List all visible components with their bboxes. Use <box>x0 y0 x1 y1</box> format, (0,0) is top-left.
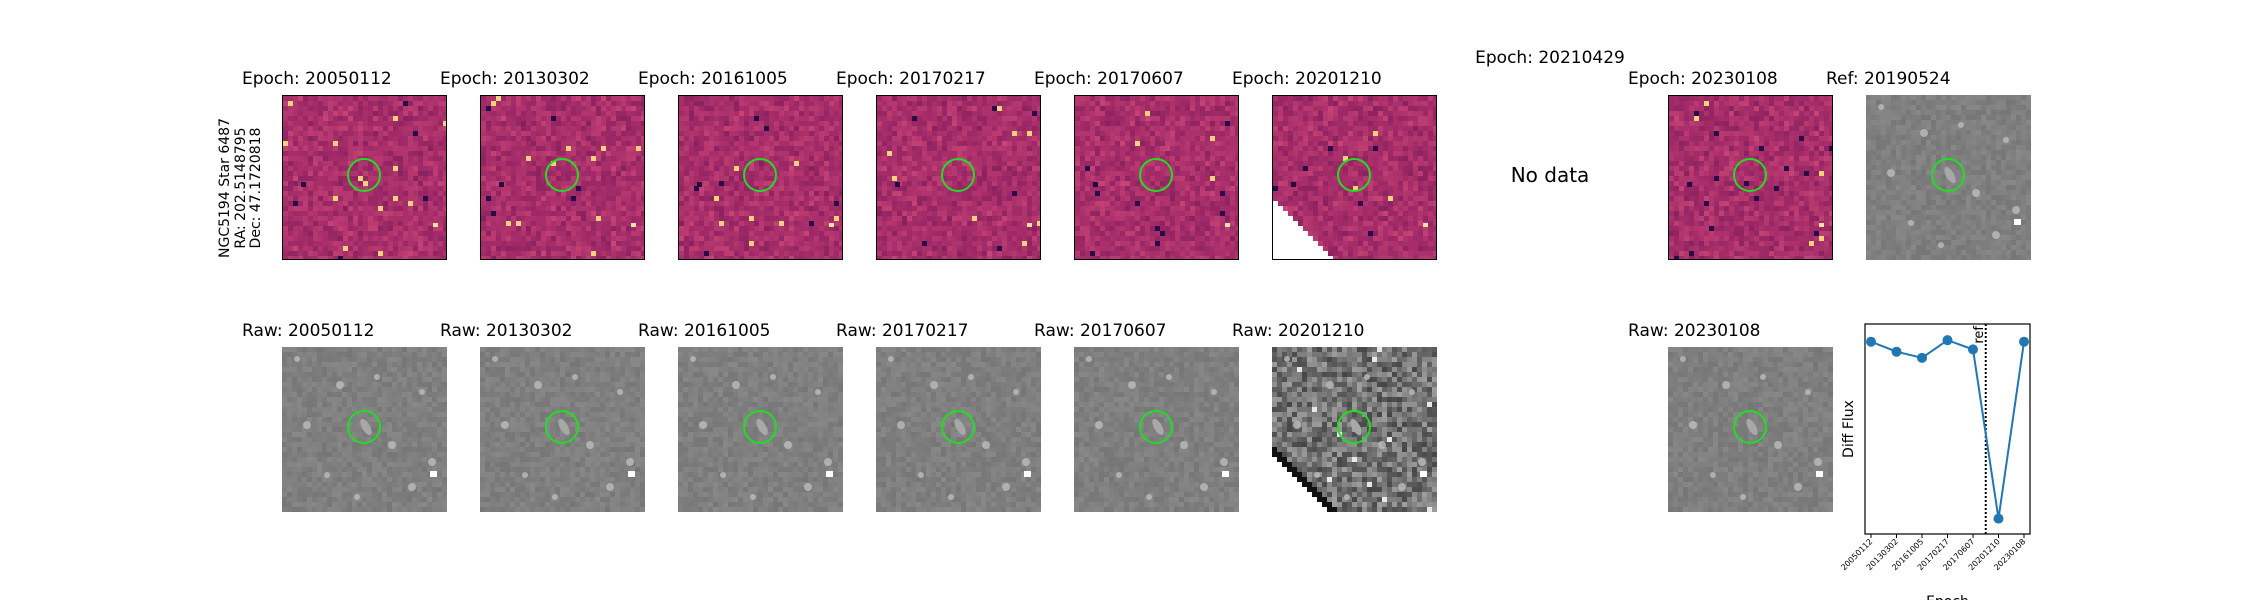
panel-title: Raw: 20170607 <box>1034 321 1167 341</box>
raw-image <box>876 347 1041 512</box>
diff-image <box>1668 95 1833 260</box>
panel-title: Epoch: 20230108 <box>1628 69 1778 89</box>
diff-image <box>1272 95 1437 260</box>
data-point <box>1866 336 1876 347</box>
x-axis-label: Epoch <box>1926 594 1969 600</box>
aperture-circle <box>743 158 777 192</box>
star-dec: Dec: 47.1720818 <box>248 127 264 249</box>
raw-image <box>282 347 447 512</box>
panel-title: Epoch: 20130302 <box>440 69 590 89</box>
series-line <box>1870 339 2025 519</box>
data-point <box>1968 344 1978 355</box>
diff-image <box>282 95 447 260</box>
panel-title: Epoch: 20170607 <box>1034 69 1184 89</box>
data-point <box>2019 336 2029 347</box>
raw-image <box>1668 347 1833 512</box>
aperture-circle <box>743 410 777 444</box>
diff-image <box>876 95 1041 260</box>
star-ra: RA: 202.5148795 <box>232 127 249 249</box>
panel-title: Raw: 20230108 <box>1628 321 1761 341</box>
data-point <box>1942 335 1953 346</box>
ref-line-label: ref <box>1972 326 1987 344</box>
no-data-label: No data <box>1510 163 1590 187</box>
y-axis-label: Diff Flux <box>1841 400 1857 458</box>
panel-title: Epoch: 20170217 <box>836 69 986 89</box>
plot-frame <box>1864 323 2031 535</box>
aperture-circle <box>347 158 381 192</box>
diff-image <box>1074 95 1239 260</box>
missing-epoch-title: Epoch: 20210429 <box>1475 48 1625 68</box>
star-name: NGC5194 Star 6487 <box>217 118 233 258</box>
aperture-circle <box>1733 410 1767 444</box>
panel-title: Raw: 20170217 <box>836 321 969 341</box>
data-point <box>1993 513 2004 524</box>
aperture-circle <box>1931 158 1965 192</box>
aperture-circle <box>1337 410 1371 444</box>
aperture-circle <box>1733 158 1767 192</box>
panel-title: Raw: 20201210 <box>1232 321 1365 341</box>
reference-image <box>1866 95 2031 260</box>
data-point <box>1891 346 1902 357</box>
light-curve-chart: ref2005011220130302201610052017021720170… <box>1839 323 2031 600</box>
panel-title: Epoch: 20161005 <box>638 69 788 89</box>
panel-title: Raw: 20161005 <box>638 321 771 341</box>
raw-image <box>480 347 645 512</box>
panel-title: Epoch: 20201210 <box>1232 69 1382 89</box>
panel-title: Epoch: 20050112 <box>242 69 392 89</box>
aperture-circle <box>1337 158 1371 192</box>
data-point <box>1917 352 1927 363</box>
aperture-circle <box>941 410 975 444</box>
aperture-circle <box>545 410 579 444</box>
aperture-circle <box>1139 158 1173 192</box>
panel-title: Raw: 20050112 <box>242 321 375 341</box>
aperture-circle <box>941 158 975 192</box>
diff-image <box>480 95 645 260</box>
raw-image <box>1272 347 1437 512</box>
aperture-circle <box>347 410 381 444</box>
aperture-circle <box>1139 410 1173 444</box>
aperture-circle <box>545 158 579 192</box>
panel-title: Ref: 20190524 <box>1826 69 1951 89</box>
star-label: NGC5194 Star 6487 RA: 202.5148795 Dec: 4… <box>217 108 265 268</box>
panel-title: Raw: 20130302 <box>440 321 573 341</box>
